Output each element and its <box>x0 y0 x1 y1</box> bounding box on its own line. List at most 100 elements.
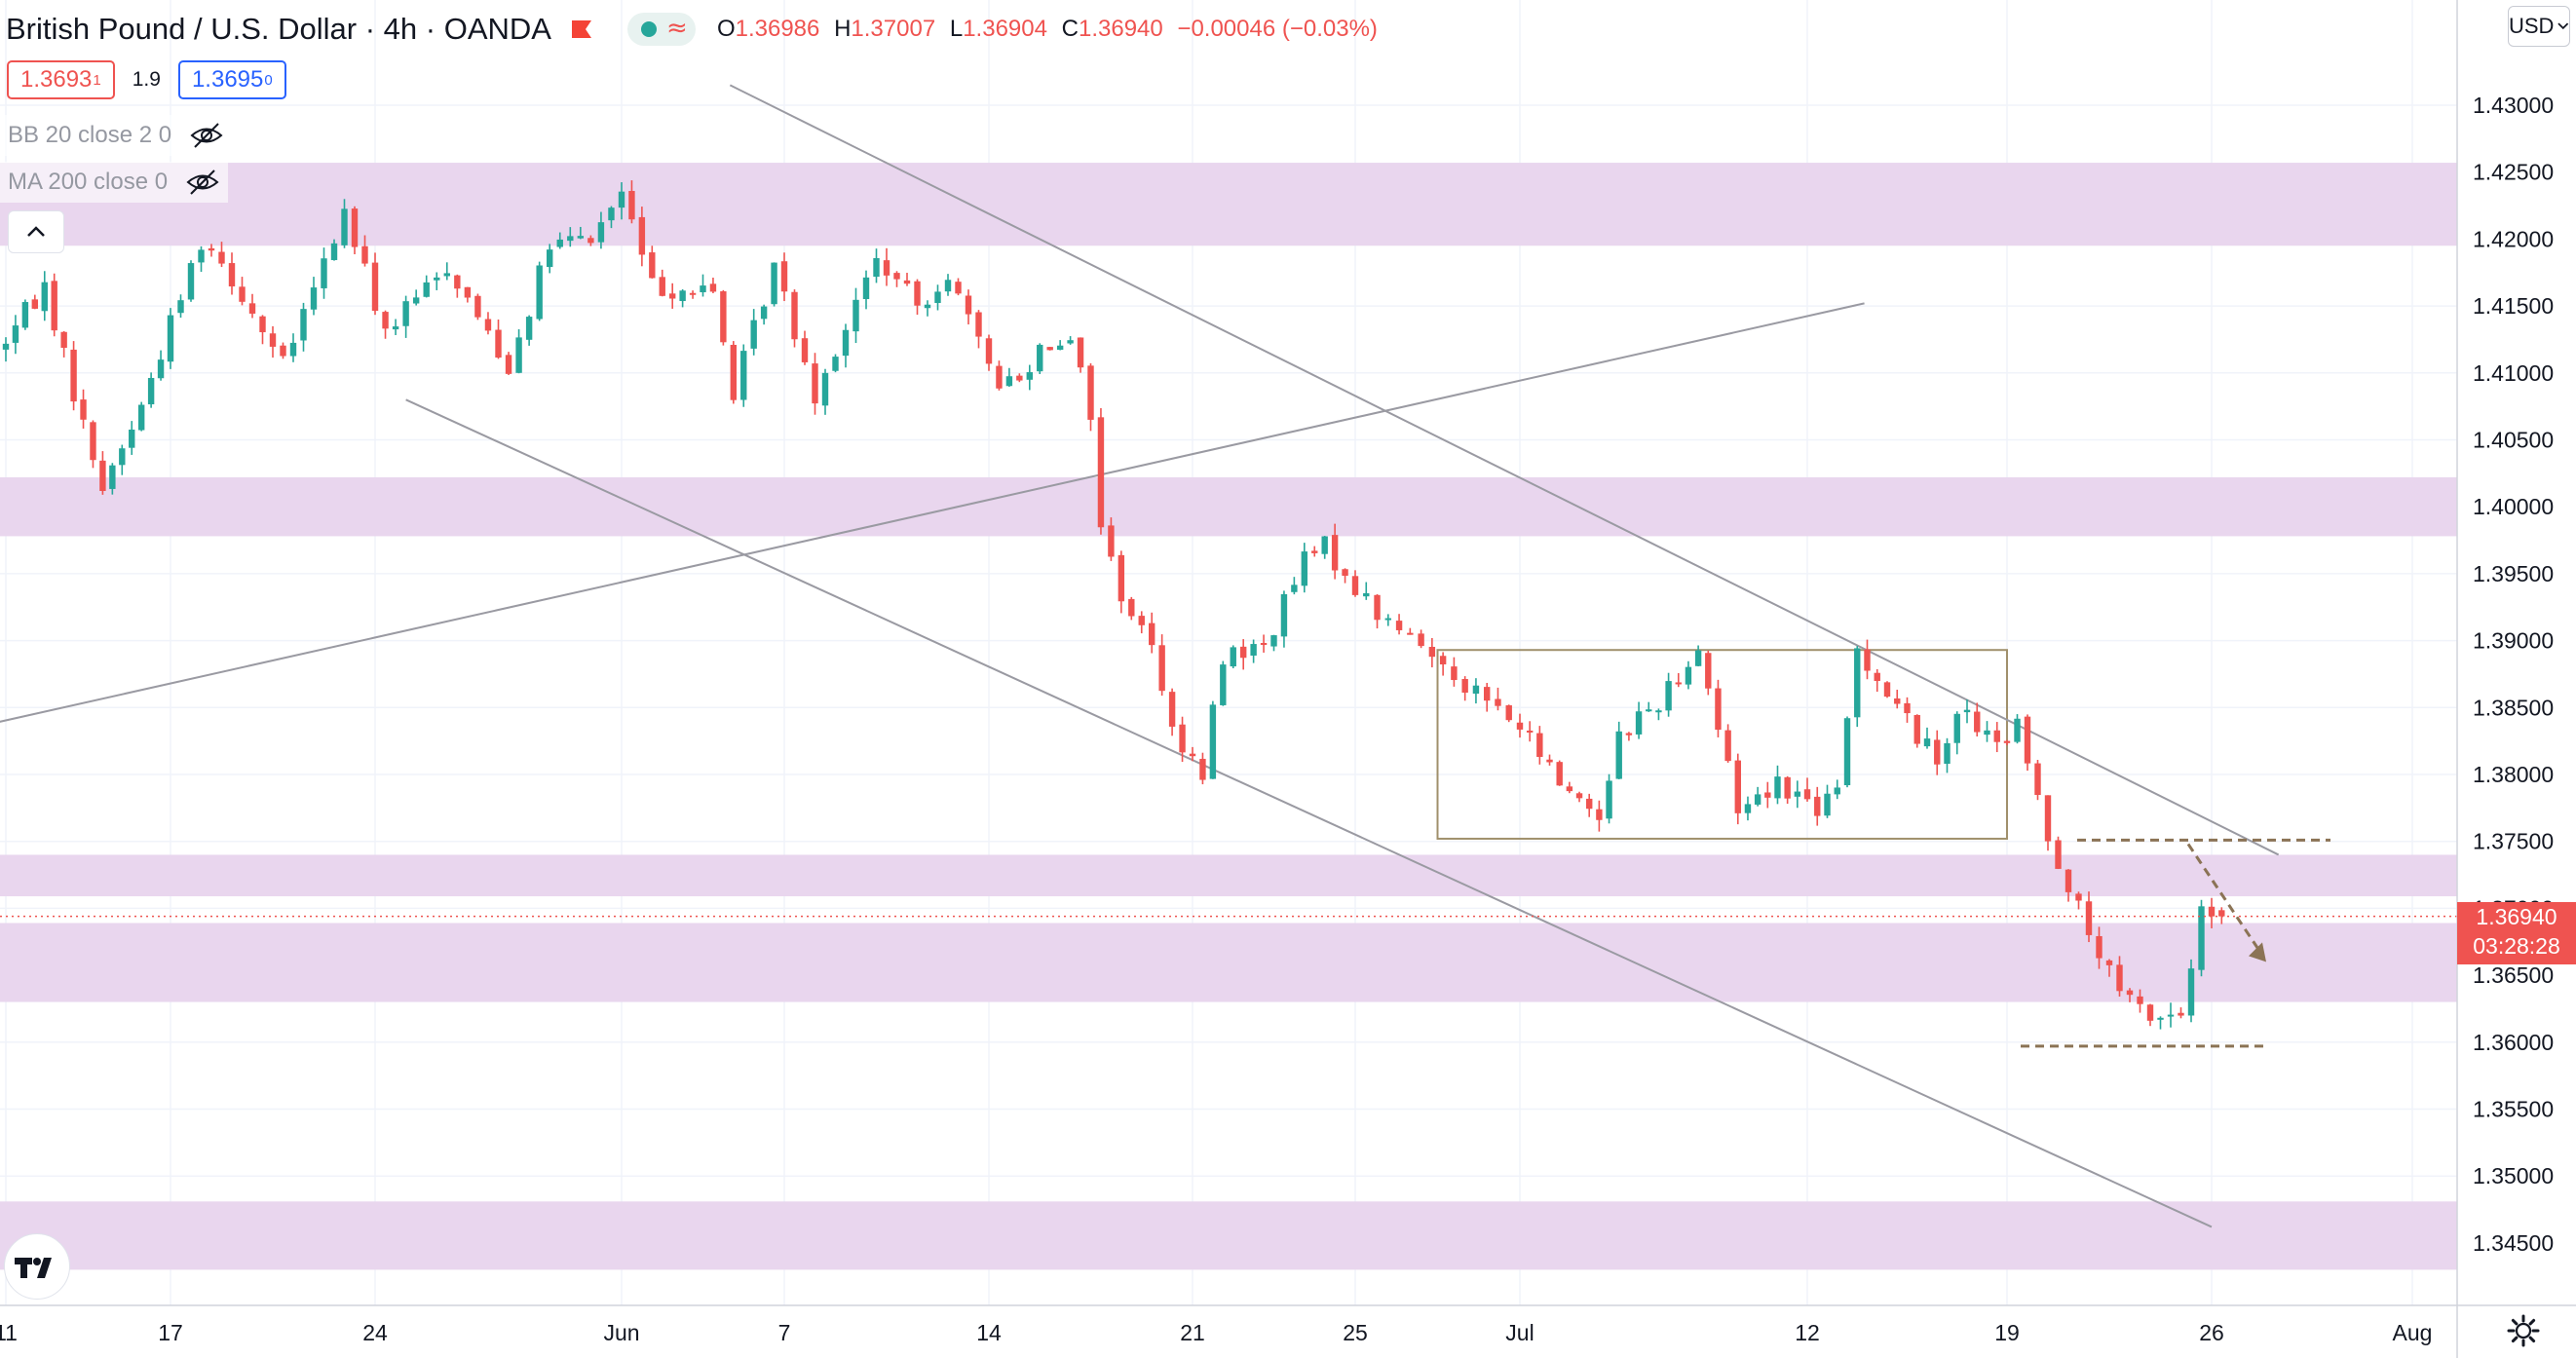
candle-body <box>1199 758 1206 780</box>
quote-row: 1.3693 1 1.9 1.3695 0 <box>7 60 286 99</box>
candle-body <box>679 290 686 302</box>
candle-body <box>1705 653 1712 689</box>
collapse-legend-button[interactable] <box>8 210 64 253</box>
price-tick-label: 1.39500 <box>2473 561 2554 586</box>
trendline-descending-upper <box>729 84 2280 856</box>
candle-body <box>2198 906 2205 970</box>
candle-body <box>862 277 870 300</box>
candle-body <box>1351 576 1359 595</box>
candle-body <box>1665 681 1672 711</box>
candle-body <box>1834 787 1840 795</box>
candle-body <box>1046 347 1053 351</box>
symbol-title[interactable]: British Pound / U.S. Dollar · 4h · OANDA <box>6 12 551 46</box>
candle-body <box>228 263 236 287</box>
candle-body <box>1321 536 1328 554</box>
flag-icon[interactable] <box>571 20 592 38</box>
eye-hidden-icon[interactable] <box>189 121 224 150</box>
candle-body <box>1280 593 1288 637</box>
candle-body <box>60 331 67 349</box>
candle-body <box>2116 964 2123 992</box>
sr-zone <box>0 163 2457 246</box>
price-tick-label: 1.41500 <box>2473 293 2554 319</box>
candle-body <box>1037 344 1043 372</box>
candle-body <box>464 286 472 298</box>
candle-body <box>2003 740 2011 743</box>
buy-price-button[interactable]: 1.3695 0 <box>177 60 286 99</box>
candle-body <box>1484 687 1491 701</box>
candle-body <box>2075 893 2082 901</box>
interval-label[interactable]: 4h <box>383 12 418 46</box>
candle-body <box>914 281 921 306</box>
candle-body <box>536 265 543 320</box>
candle-body <box>2157 1017 2164 1020</box>
candle-body <box>351 208 359 247</box>
candle-body <box>1056 345 1064 351</box>
tradingview-logo[interactable] <box>4 1233 70 1300</box>
candle-body <box>90 422 96 461</box>
market-status-pill[interactable]: ≈ <box>626 13 696 46</box>
candle-body <box>1724 730 1731 762</box>
candle-body <box>1128 598 1135 617</box>
candle-body <box>1854 648 1861 718</box>
candle-body <box>618 191 625 208</box>
time-tick-label: 7 <box>778 1320 791 1345</box>
ohlc-readout: O1.36986 H1.37007 L1.36904 C1.36940 −0.0… <box>716 16 1378 42</box>
candle-body <box>556 239 563 247</box>
candle-body <box>873 257 880 278</box>
candle-body <box>1118 554 1125 602</box>
price-tick-label: 1.35500 <box>2473 1097 2554 1122</box>
candle-body <box>1635 711 1643 735</box>
currency-selector[interactable]: USD <box>2508 6 2570 47</box>
candle-body <box>2055 840 2062 869</box>
candle-body <box>1260 642 1268 645</box>
candle-body <box>1418 633 1424 647</box>
candle-body <box>239 286 246 302</box>
candle-body <box>852 299 859 332</box>
candle-body <box>1250 644 1257 656</box>
sell-price-button[interactable]: 1.3693 1 <box>7 60 115 99</box>
candle-body <box>412 297 420 304</box>
candle-body <box>1291 585 1298 592</box>
candle-body <box>1189 753 1196 757</box>
indicator-bb[interactable]: BB 20 close 2 0 <box>0 115 233 156</box>
candle-body <box>2218 910 2225 917</box>
candle-body <box>903 280 911 284</box>
candle-body <box>608 207 615 221</box>
candle-body <box>505 355 512 374</box>
candle-body <box>1108 525 1115 557</box>
candle-body <box>2044 795 2052 842</box>
candle-body <box>1556 762 1563 786</box>
candle-body <box>361 245 368 264</box>
price-tick-label: 1.40000 <box>2473 494 2554 519</box>
candle-body <box>628 191 635 220</box>
ohlc-close: 1.36940 <box>1078 16 1163 42</box>
time-tick-label: 14 <box>976 1320 1002 1345</box>
candle-body <box>330 243 338 260</box>
price-tick-label: 1.36500 <box>2473 962 2554 988</box>
candle-body <box>2034 763 2041 795</box>
candle-body <box>812 363 818 404</box>
candle-body <box>70 349 77 402</box>
time-tick-label: 21 <box>1180 1320 1205 1345</box>
gear-icon[interactable] <box>2506 1313 2541 1348</box>
candle-body <box>402 301 409 326</box>
price-tick-label: 1.34500 <box>2473 1230 2554 1256</box>
candle-body <box>700 285 706 292</box>
indicator-ma[interactable]: MA 200 close 0 <box>0 162 229 203</box>
candle-body <box>187 263 195 300</box>
candle-body <box>1239 646 1247 659</box>
spread-value: 1.9 <box>132 68 161 91</box>
ohlc-low: 1.36904 <box>963 16 1047 42</box>
candle-body <box>1016 375 1023 381</box>
candle-body <box>443 273 450 277</box>
candle-body <box>12 325 19 343</box>
time-tick-label: 17 <box>158 1320 183 1345</box>
candle-body <box>423 282 430 297</box>
price-tick-label: 1.38500 <box>2473 695 2554 720</box>
price-tick-label: 1.40500 <box>2473 428 2554 453</box>
candle-body <box>1179 724 1186 753</box>
eye-hidden-icon[interactable] <box>185 168 220 197</box>
candle-body <box>709 283 717 292</box>
candle-body <box>1363 592 1370 597</box>
